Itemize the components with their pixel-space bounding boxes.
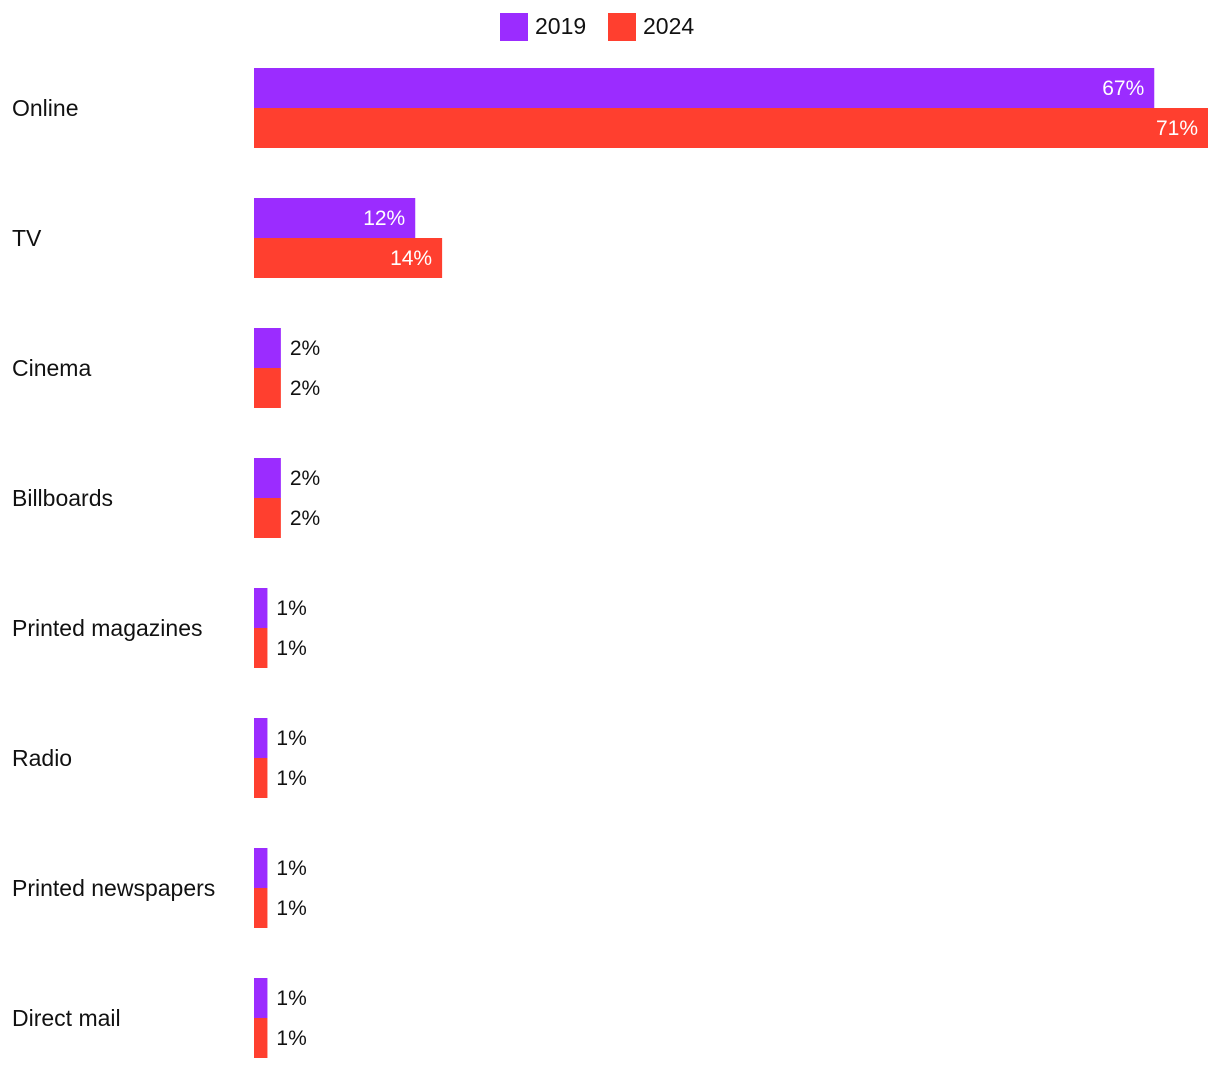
legend-swatch-2019 [500,13,528,41]
value-label-billboards-2024: 2% [290,507,320,530]
value-label-direct-mail-2024: 1% [276,1027,306,1050]
value-label-cinema-2024: 2% [290,377,320,400]
bar-cinema-2019 [254,328,281,368]
bar-tv-2019 [254,198,416,238]
value-label-tv-2024: 14% [390,247,432,270]
category-label-direct-mail: Direct mail [12,1005,121,1031]
category-labels: Online TV Cinema Billboards Printed magazine… [12,95,215,1031]
value-label-radio-2019: 1% [276,727,306,750]
bar-direct-mail-2024 [254,1018,268,1058]
value-label-cinema-2019: 2% [290,337,320,360]
value-label-billboards-2019: 2% [290,467,320,490]
bar-direct-mail-2019 [254,978,268,1018]
value-label-direct-mail-2019: 1% [276,987,306,1010]
bar-printed-newspapers-2019 [254,848,268,888]
bars [254,68,1208,1058]
legend: 2019 2024 [500,13,694,41]
category-label-printed-magazines: Printed magazines [12,615,203,641]
value-label-online-2019: 67% [1102,77,1144,100]
bar-billboards-2019 [254,458,281,498]
bar-radio-2019 [254,718,268,758]
category-label-printed-newspapers: Printed newspapers [12,875,215,901]
value-label-tv-2019: 12% [363,207,405,230]
bar-tv-2024 [254,238,443,278]
bar-printed-magazines-2024 [254,628,268,668]
legend-label-2019: 2019 [535,13,586,39]
bar-billboards-2024 [254,498,281,538]
category-label-radio: Radio [12,745,72,771]
bar-radio-2024 [254,758,268,798]
bar-printed-newspapers-2024 [254,888,268,928]
value-label-printed-magazines-2019: 1% [276,597,306,620]
category-label-online: Online [12,95,78,121]
bar-online-2024 [254,108,1208,148]
bar-cinema-2024 [254,368,281,408]
value-label-printed-newspapers-2019: 1% [276,857,306,880]
legend-swatch-2024 [608,13,636,41]
value-label-online-2024: 71% [1156,117,1198,140]
value-label-printed-magazines-2024: 1% [276,637,306,660]
category-label-cinema: Cinema [12,355,91,381]
legend-label-2024: 2024 [643,13,694,39]
bar-printed-magazines-2019 [254,588,268,628]
value-label-radio-2024: 1% [276,767,306,790]
value-label-printed-newspapers-2024: 1% [276,897,306,920]
bar-online-2019 [254,68,1155,108]
category-label-billboards: Billboards [12,485,113,511]
category-label-tv: TV [12,225,42,251]
value-labels: 67% 71% 12% 14% 2% 2% 2% 2% 1% 1% 1% 1% 1% 1% 1% 1% [276,77,1198,1050]
